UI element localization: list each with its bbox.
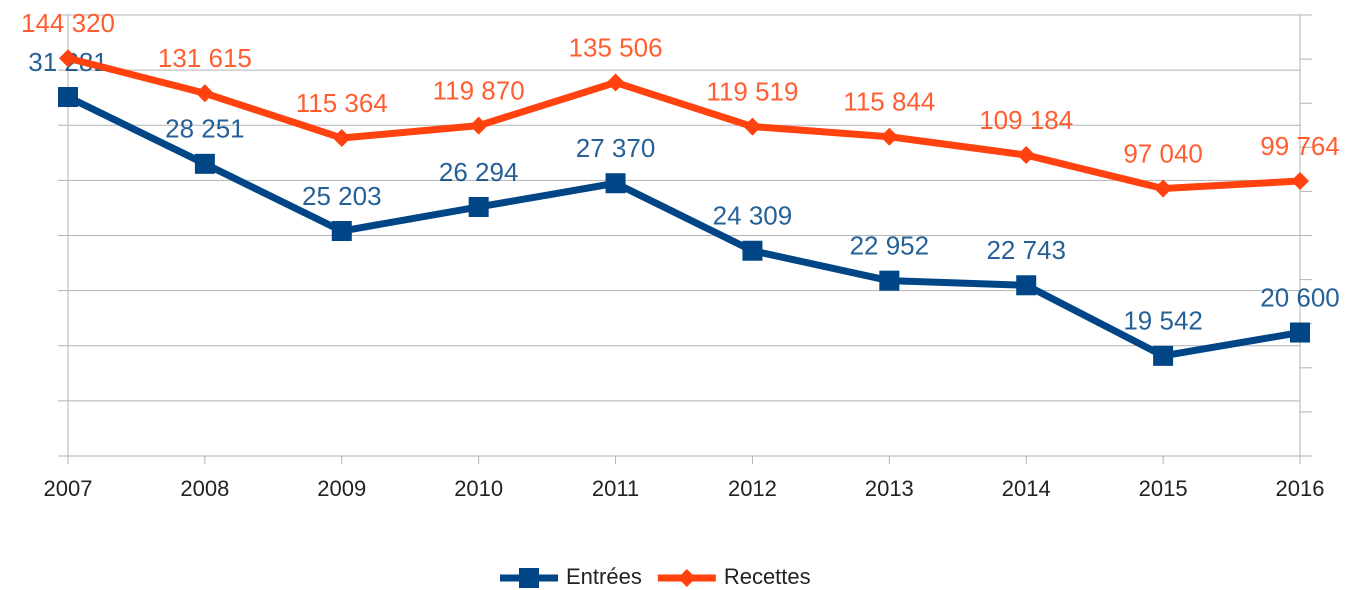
data-label: 115 364 bbox=[296, 88, 388, 118]
x-tick-label: 2011 bbox=[592, 476, 639, 501]
data-label: 25 203 bbox=[302, 181, 382, 211]
x-tick-label: 2014 bbox=[1002, 476, 1051, 501]
marker bbox=[1154, 179, 1173, 198]
marker bbox=[59, 49, 77, 68]
legend-label: Recettes bbox=[724, 564, 811, 589]
x-tick-label: 2008 bbox=[180, 476, 229, 501]
x-tick-label: 2015 bbox=[1139, 476, 1188, 501]
marker bbox=[58, 87, 78, 108]
marker bbox=[194, 153, 215, 174]
data-label: 119 870 bbox=[433, 75, 525, 105]
data-label: 135 506 bbox=[569, 32, 663, 62]
x-tick-label: 2009 bbox=[317, 476, 366, 501]
data-label: 99 764 bbox=[1260, 131, 1340, 161]
data-label: 119 519 bbox=[706, 76, 798, 106]
marker bbox=[331, 221, 352, 242]
marker bbox=[606, 73, 625, 92]
data-label: 22 952 bbox=[850, 231, 930, 261]
data-label: 27 370 bbox=[576, 133, 656, 163]
data-label: 20 600 bbox=[1260, 282, 1340, 312]
x-tick-label: 2012 bbox=[728, 476, 777, 501]
data-label: 109 184 bbox=[979, 105, 1073, 135]
x-tick-label: 2007 bbox=[44, 476, 93, 501]
marker bbox=[1291, 172, 1309, 191]
marker bbox=[879, 270, 900, 291]
x-tick-label: 2013 bbox=[865, 476, 914, 501]
marker bbox=[743, 117, 762, 136]
data-label: 24 309 bbox=[713, 201, 793, 231]
marker bbox=[880, 127, 899, 146]
marker bbox=[742, 240, 763, 261]
legend-marker bbox=[677, 569, 696, 587]
marker bbox=[468, 196, 489, 217]
data-label: 131 615 bbox=[158, 43, 252, 73]
marker bbox=[469, 116, 488, 135]
marker bbox=[195, 84, 214, 103]
data-label: 97 040 bbox=[1123, 138, 1203, 168]
data-label: 144 320 bbox=[21, 8, 115, 38]
x-tick-label: 2010 bbox=[454, 476, 503, 501]
marker bbox=[1153, 345, 1174, 366]
x-tick-label: 2016 bbox=[1276, 476, 1325, 501]
data-label: 19 542 bbox=[1123, 306, 1203, 336]
marker bbox=[332, 129, 351, 148]
marker bbox=[1017, 146, 1036, 165]
line bbox=[67, 54, 1301, 193]
data-label: 28 251 bbox=[165, 114, 245, 144]
line bbox=[66, 93, 1301, 360]
data-label: 115 844 bbox=[843, 87, 935, 117]
legend-label: Entrées bbox=[566, 564, 642, 589]
marker bbox=[605, 173, 626, 194]
legend-marker bbox=[519, 568, 539, 588]
data-label: 22 743 bbox=[986, 235, 1066, 265]
marker bbox=[1290, 322, 1310, 343]
marker bbox=[1016, 275, 1037, 296]
data-label: 26 294 bbox=[439, 157, 519, 187]
